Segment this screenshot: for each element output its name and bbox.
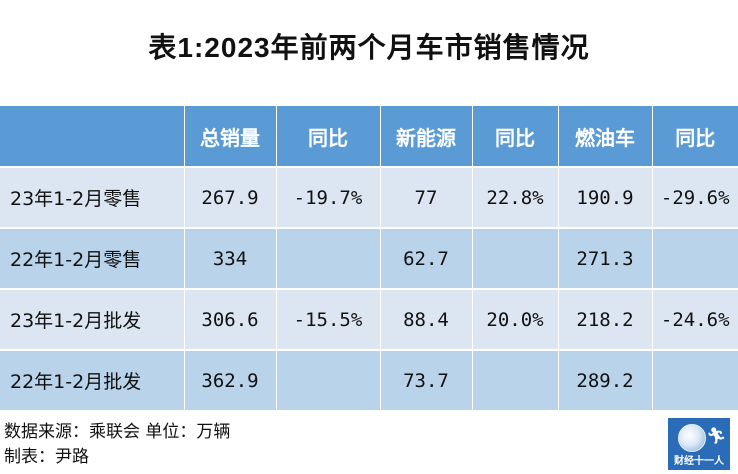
cell-new-energy: 88.4 <box>380 289 473 351</box>
cell-new-energy: 77 <box>380 167 473 229</box>
cell-fuel-vehicle: 218.2 <box>558 289 653 351</box>
cell-new-energy: 73.7 <box>380 350 473 410</box>
table-row: 22年1-2月零售 334 62.7 271.3 <box>0 228 738 290</box>
cell-yoy-fuel <box>652 228 738 290</box>
table-row: 23年1-2月批发 306.6 -15.5% 88.4 20.0% 218.2 … <box>0 289 738 351</box>
cell-yoy-new-energy: 22.8% <box>472 167 559 229</box>
header-fuel-vehicle: 燃油车 <box>558 106 653 168</box>
header-total-sales: 总销量 <box>184 106 277 168</box>
header-row: 总销量 同比 新能源 同比 燃油车 同比 <box>0 106 738 168</box>
cell-yoy-total <box>276 228 381 290</box>
cell-yoy-new-energy: 20.0% <box>472 289 559 351</box>
logo-text: 财经十一人 <box>674 456 724 467</box>
caijing-logo: 🏃︎ 财经十一人 <box>668 418 730 470</box>
cell-yoy-fuel <box>652 350 738 410</box>
cell-fuel-vehicle: 190.9 <box>558 167 653 229</box>
cell-total-sales: 267.9 <box>184 167 277 229</box>
cell-yoy-fuel: -29.6% <box>652 167 738 229</box>
sales-table: 总销量 同比 新能源 同比 燃油车 同比 23年1-2月零售 267.9 -19… <box>0 106 738 410</box>
header-new-energy: 新能源 <box>380 106 473 168</box>
header-yoy-fuel: 同比 <box>652 106 738 168</box>
table-row: 22年1-2月批发 362.9 73.7 289.2 <box>0 350 738 410</box>
table-title: 表1:2023年前两个月车市销售情况 <box>148 32 590 63</box>
row-label: 22年1-2月批发 <box>0 350 185 410</box>
cell-fuel-vehicle: 271.3 <box>558 228 653 290</box>
header-yoy-total: 同比 <box>276 106 381 168</box>
runner-icon: 🏃︎ <box>706 426 727 445</box>
cell-yoy-total: -19.7% <box>276 167 381 229</box>
cell-total-sales: 334 <box>184 228 277 290</box>
cell-total-sales: 362.9 <box>184 350 277 410</box>
cell-yoy-total: -15.5% <box>276 289 381 351</box>
cell-yoy-new-energy <box>472 350 559 410</box>
data-source-note: 数据来源：乘联会 单位：万辆 <box>4 422 231 442</box>
header-yoy-new-energy: 同比 <box>472 106 559 168</box>
table-author-note: 制表：尹路 <box>4 447 89 467</box>
table-row: 23年1-2月零售 267.9 -19.7% 77 22.8% 190.9 -2… <box>0 167 738 229</box>
cell-fuel-vehicle: 289.2 <box>558 350 653 410</box>
row-label: 22年1-2月零售 <box>0 228 185 290</box>
footer-notes: 数据来源：乘联会 单位：万辆 制表：尹路 <box>4 420 230 470</box>
cell-total-sales: 306.6 <box>184 289 277 351</box>
globe-icon <box>678 424 706 452</box>
cell-yoy-total <box>276 350 381 410</box>
cell-yoy-fuel: -24.6% <box>652 289 738 351</box>
cell-yoy-new-energy <box>472 228 559 290</box>
row-label: 23年1-2月批发 <box>0 289 185 351</box>
cell-new-energy: 62.7 <box>380 228 473 290</box>
row-label: 23年1-2月零售 <box>0 167 185 229</box>
header-corner <box>0 106 185 168</box>
